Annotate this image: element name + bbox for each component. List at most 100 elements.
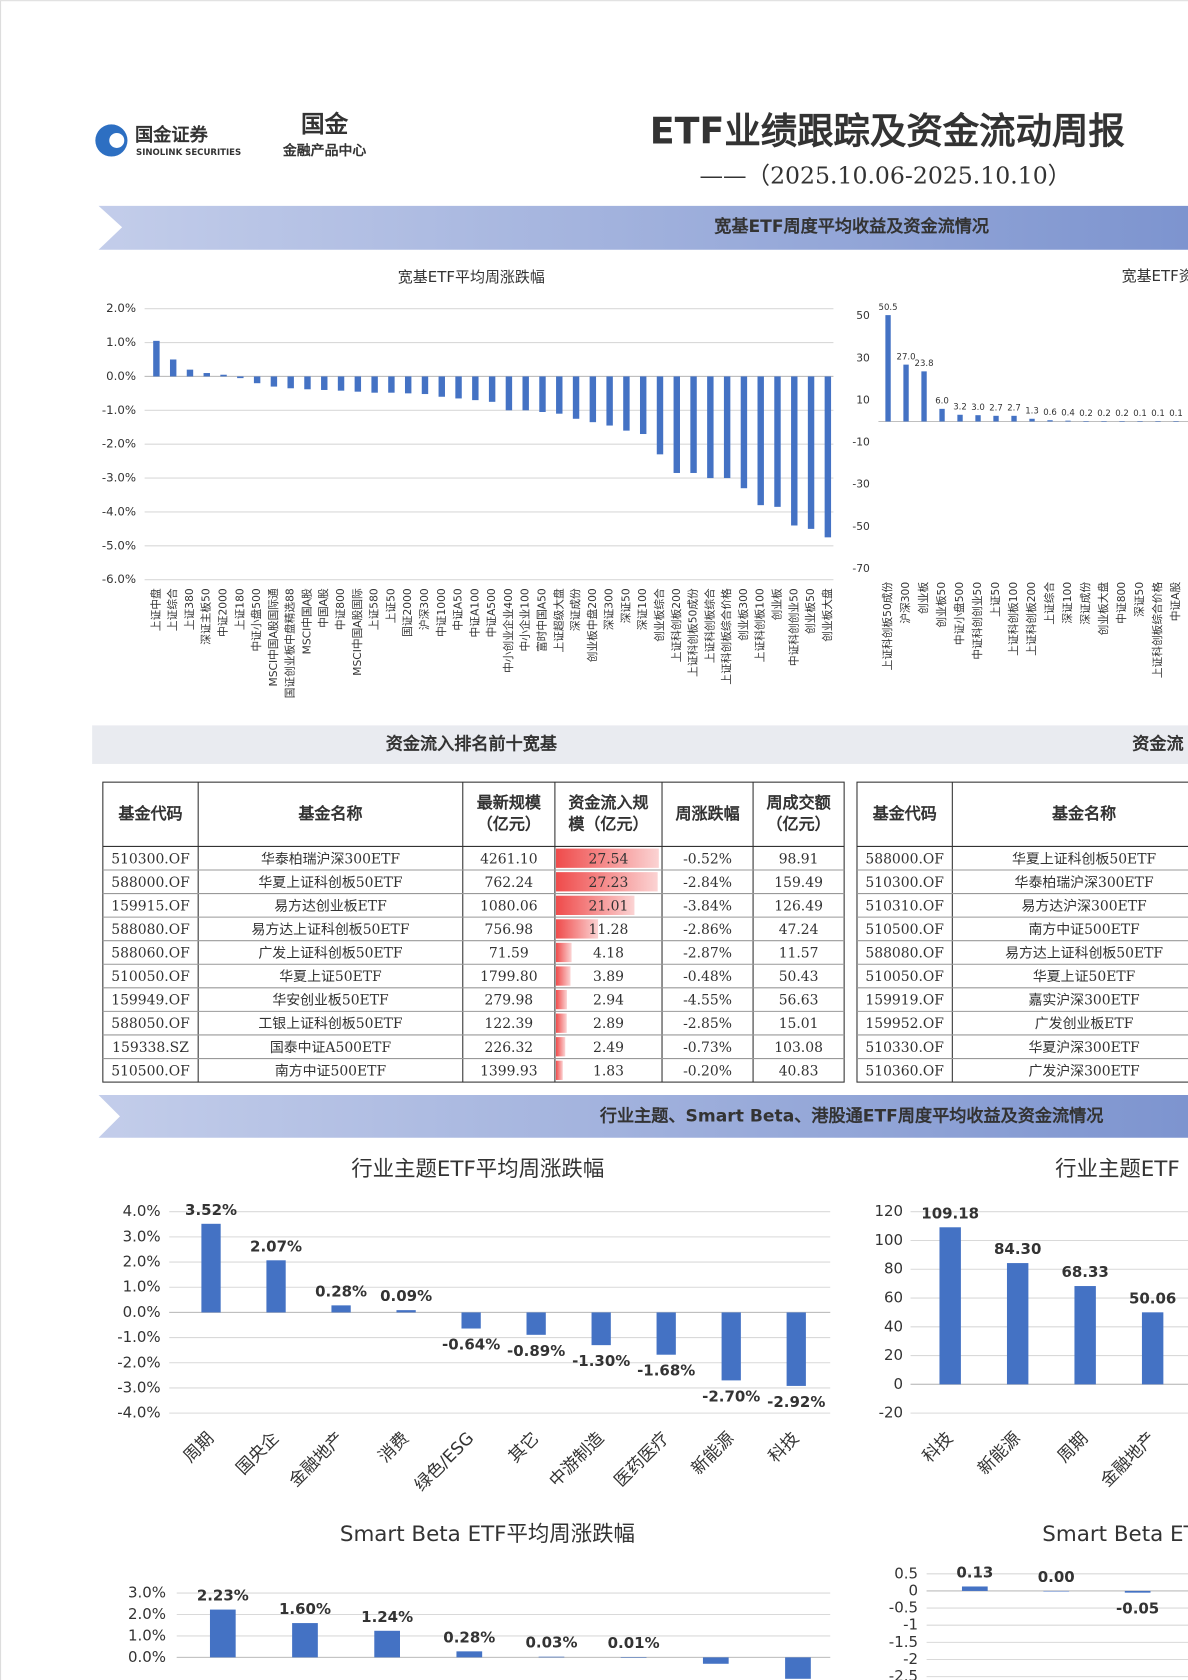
x-tick-label: 深证成份 [1079, 582, 1092, 625]
table-cell: 南方中证500ETF [1028, 922, 1140, 938]
x-tick-label: 创业板大盘 [1097, 582, 1110, 636]
data-label: 1.60% [279, 1600, 331, 1618]
table-cell: 嘉实沪深300ETF [1028, 993, 1140, 1009]
x-tick-label: 创业板中盘200 [586, 588, 599, 662]
x-tick-label: 上证科创板综合 [703, 588, 716, 663]
x-tick-label: 上证50 [384, 588, 397, 623]
table-cell: 47.24 [779, 922, 819, 938]
y-tick-label: -2.0% [102, 437, 136, 451]
bar [472, 376, 479, 401]
bar [455, 376, 462, 399]
y-tick-label: -3.0% [102, 471, 136, 485]
x-tick-label: 中证A股 [1169, 582, 1182, 622]
bar [526, 1312, 546, 1335]
bar [220, 374, 227, 377]
x-tick-label: 上证科创板50成份 [881, 582, 894, 671]
data-label: -0.64% [442, 1336, 500, 1354]
x-tick-label: 国央企 [233, 1429, 283, 1479]
y-tick-label: 40 [884, 1317, 903, 1335]
data-label: -0.05 [1116, 1600, 1159, 1618]
flow-bar [555, 919, 599, 939]
x-tick-label: 上证科创板50成份 [687, 588, 700, 677]
table-cell: 98.91 [779, 851, 819, 867]
y-tick-label: 80 [884, 1260, 903, 1278]
y-tick-label: 4.0% [123, 1202, 161, 1220]
bar [903, 364, 909, 422]
x-tick-label: 创业板50 [804, 588, 817, 634]
bar [791, 376, 798, 526]
table-cell: -2.84% [683, 875, 732, 891]
table-cell: 华夏上证50ETF [279, 969, 382, 985]
x-tick-label: 中证科创创业50 [971, 582, 984, 660]
y-tick-label: 10 [856, 393, 870, 406]
bar [539, 376, 546, 412]
x-tick-label: MSCI中国A股国际通 [267, 588, 280, 686]
data-label: 0.28% [443, 1628, 495, 1646]
data-label: 0.13 [956, 1563, 993, 1581]
bar [939, 1227, 961, 1385]
flow-bar [555, 1037, 566, 1057]
bar [975, 415, 981, 422]
table-cell: 华泰柏瑞沪深300ETF [1015, 875, 1154, 891]
table-cell: -0.73% [683, 1040, 732, 1056]
bar [786, 1312, 806, 1386]
y-tick-label: 0.0% [123, 1303, 161, 1321]
table-cell: 510360.OF [865, 1063, 944, 1079]
x-tick-label: 深证主板50 [200, 588, 213, 645]
bar [591, 1312, 611, 1346]
bar [885, 315, 891, 422]
x-tick-label: 上证超级大盘 [552, 588, 565, 653]
x-tick-label: 上证综合 [166, 588, 179, 631]
bar [237, 376, 244, 379]
bar [589, 376, 597, 423]
column-header: （亿元） [767, 815, 831, 834]
data-label: 3.52% [185, 1201, 237, 1219]
bar [785, 1657, 811, 1679]
table-cell: 279.98 [485, 993, 534, 1009]
data-label: 0.4 [1061, 408, 1075, 418]
chart-title: 行业主题ETF [1055, 1157, 1180, 1182]
x-tick-label: 上证380 [183, 588, 196, 630]
x-tick-label: 中证科创创业50 [787, 588, 800, 666]
data-label: -1.68% [637, 1362, 695, 1380]
bar [421, 376, 429, 395]
x-tick-label: 深证100 [636, 588, 649, 630]
table-cell: 华夏沪深300ETF [1028, 1040, 1140, 1056]
bar [1124, 1590, 1151, 1593]
x-tick-label: 国证2000 [401, 588, 414, 637]
y-tick-label: -1.5 [889, 1633, 918, 1651]
bar [505, 376, 513, 411]
sub-banner [92, 725, 1188, 764]
bar [354, 376, 362, 392]
table-cell: 510300.OF [111, 851, 190, 867]
x-tick-label: 上证中盘 [149, 588, 162, 631]
column-header: 基金代码 [872, 804, 937, 823]
x-tick-label: 深证300 [603, 588, 616, 630]
table-cell: 226.32 [485, 1040, 534, 1056]
y-tick-label: 0 [894, 1375, 904, 1393]
section-title: 宽基ETF周度平均收益及资金流情况 [714, 216, 989, 237]
table-cell: 159.49 [774, 875, 823, 891]
table-cell: 27.23 [589, 875, 629, 891]
bar [1029, 418, 1035, 422]
bar [1043, 1590, 1070, 1592]
data-label: 0.1 [1133, 409, 1147, 419]
table-cell: 588080.OF [111, 922, 190, 938]
data-label: 27.0 [897, 352, 916, 362]
data-label: 2.7 [989, 404, 1003, 414]
bar [740, 376, 748, 489]
bar [461, 1312, 481, 1329]
bar [707, 376, 714, 479]
bar [807, 376, 815, 529]
data-label: 84.30 [994, 1240, 1041, 1258]
flow-bar [555, 989, 567, 1010]
logo-sub: SINOLINK SECURITIES [136, 148, 241, 158]
y-tick-label: -1 [903, 1616, 918, 1634]
data-label: 50.06 [1129, 1289, 1176, 1307]
bar [939, 408, 945, 422]
bar [623, 376, 630, 431]
bar [270, 376, 278, 387]
bar [456, 1651, 483, 1658]
bar [287, 376, 294, 389]
table-cell: 华夏上证科创板50ETF [1012, 851, 1156, 867]
